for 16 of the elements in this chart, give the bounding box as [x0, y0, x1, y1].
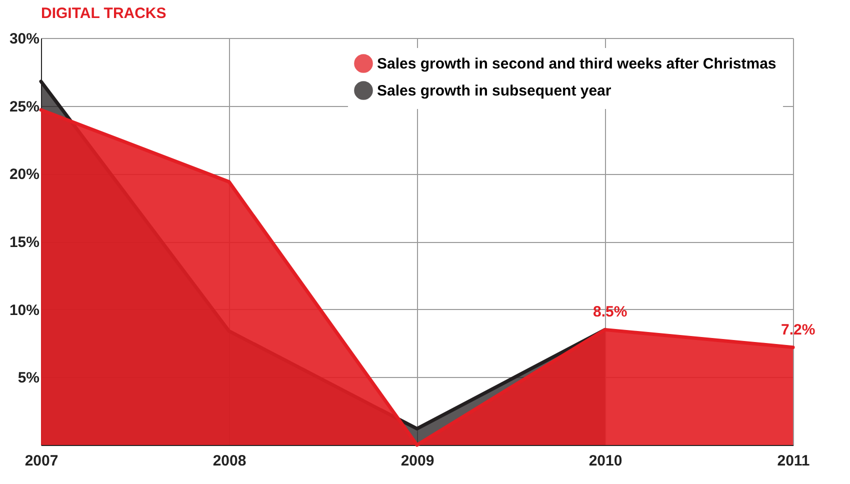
x-tick-label: 2010	[588, 452, 622, 470]
x-tick-label: 2009	[400, 452, 434, 470]
y-tick-label: 25%	[9, 98, 40, 116]
y-tick-label: 5%	[18, 370, 40, 387]
y-tick-label: 20%	[9, 166, 40, 184]
x-tick-label: 2008	[212, 452, 246, 470]
legend-label: Sales growth in second and third weeks after Christmas	[377, 56, 776, 72]
legend-label: Sales growth in subsequent year	[377, 82, 612, 100]
y-tick-label: 10%	[9, 302, 40, 319]
x-tick-label: 2007	[24, 452, 58, 470]
data-label: 8.5%	[593, 304, 628, 321]
y-tick-label: 15%	[9, 234, 40, 251]
data-label: 7.2%	[781, 321, 816, 338]
x-tick-label: 2011	[777, 452, 810, 470]
y-tick-label: 30%	[9, 30, 40, 48]
chart-title: DIGITAL TRACKS	[41, 5, 166, 22]
